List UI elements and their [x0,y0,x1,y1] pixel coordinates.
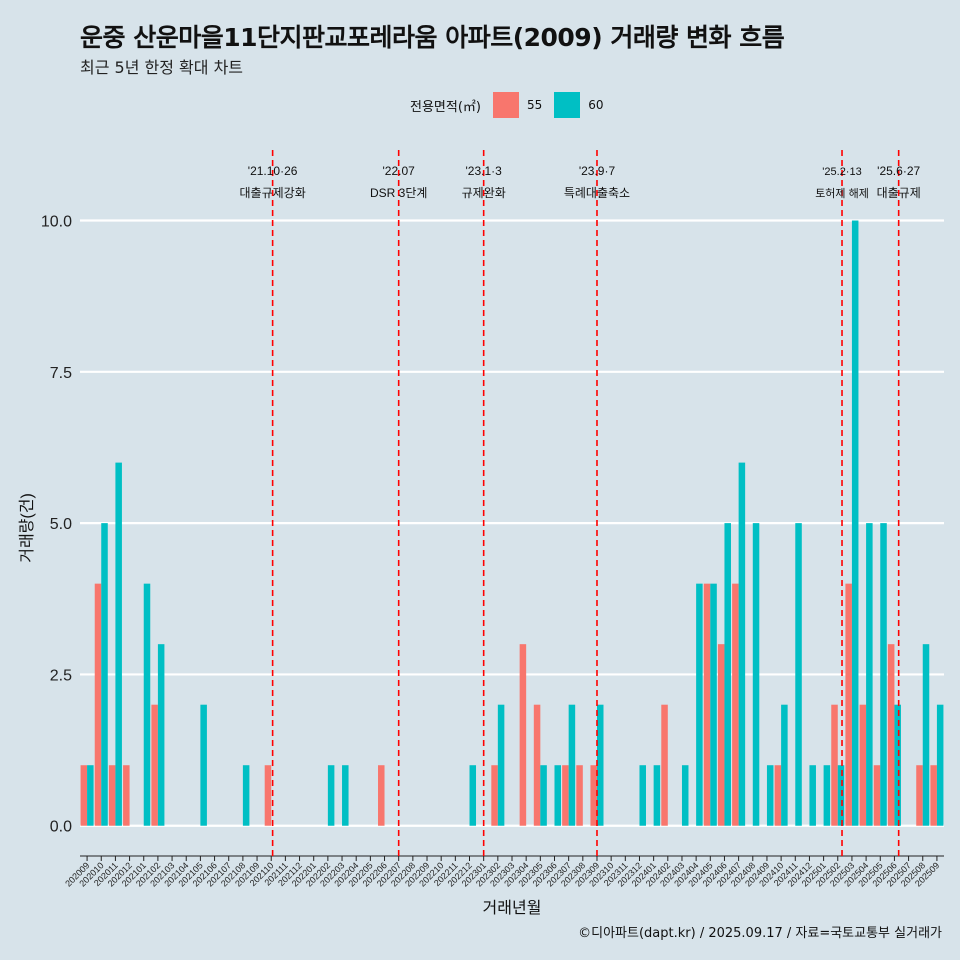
bar-60-202010 [101,523,108,826]
bar-55-202406 [717,644,725,826]
bar-60-202105 [200,704,207,826]
bar-60-202306 [554,765,562,826]
event-date-4: '23.9·7 [579,164,616,178]
bar-55-202410 [774,765,782,826]
bar-60-202102 [157,644,165,826]
bar-60-202302 [497,704,505,826]
bar-55-202505 [873,765,881,826]
bar-60-202501 [823,765,831,826]
bar-60-202309 [596,704,604,826]
bar-60-202202 [327,765,335,826]
bar-60-202009 [87,765,94,826]
bar-60-202508 [922,644,930,826]
bar-60-202506 [894,704,901,826]
bar-55-202503 [845,583,852,826]
event-label-5: 토허제 해제 [815,186,869,200]
bar-55-202506 [887,644,895,826]
bar-60-202212 [469,765,477,826]
bar-55-202010 [94,583,102,826]
legend-swatch-55 [492,92,519,118]
bar-55-202308 [576,765,583,826]
bar-55-202502 [831,704,838,826]
legend-label-55: 55 [526,98,543,112]
event-date-3: '23.1·3 [466,164,503,178]
bar-55-202206 [378,765,385,826]
y-tick-label: 0.0 [50,819,72,836]
y-axis-title: 거래량(건) [18,493,36,563]
event-label-2: DSR 3단계 [370,186,427,200]
event-date-1: '21.10·26 [248,164,298,178]
bar-60-202509 [936,704,944,826]
bar-55-202011 [108,765,116,826]
legend-item-60: 60 [554,92,604,118]
bar-60-202504 [866,523,873,826]
legend: 전용면적(㎡) 55 60 [410,92,604,118]
bar-60-202406 [724,523,731,826]
bar-60-202408 [752,523,760,826]
bar-60-202203 [342,765,349,826]
bar-60-202503 [851,220,859,826]
bar-60-202305 [540,765,547,826]
y-tick-label: 5.0 [50,516,72,533]
bar-60-202312 [639,765,646,826]
legend-swatch-60 [554,92,581,118]
event-label-6: 대출규제 [877,186,921,200]
bar-55-202009 [80,765,88,826]
bar-60-202502 [837,765,845,826]
bar-60-202409 [766,765,774,826]
chart-subtitle: 최근 5년 한정 확대 차트 [80,58,244,77]
y-tick-label: 2.5 [50,667,72,684]
event-date-6: '25.6·27 [877,164,920,178]
bar-55-202012 [123,765,130,826]
bar-55-202102 [151,704,158,826]
bar-55-202307 [562,765,569,826]
bar-55-202407 [732,583,739,826]
bar-55-202405 [703,583,711,826]
bar-60-202108 [242,765,250,826]
x-axis-title: 거래년월 [483,899,542,917]
bar-60-202307 [568,704,576,826]
bar-60-202403 [681,765,689,826]
y-tick-label: 7.5 [50,365,72,382]
bar-60-202505 [880,523,887,826]
bar-60-202401 [653,765,661,826]
bar-60-202407 [738,462,746,826]
bar-60-202101 [143,583,151,826]
bar-55-202508 [916,765,923,826]
source-caption: ©디아파트(dapt.kr) / 2025.09.17 / 자료=국토교통부 실… [578,926,942,941]
bar-60-202011 [115,462,122,826]
bar-55-202402 [661,704,668,826]
chart-title: 운중 산운마을11단지판교포레라움 아파트(2009) 거래량 변화 흐름 [80,23,785,52]
bar-55-202302 [491,765,498,826]
bar-55-202504 [859,704,867,826]
y-tick-label: 10.0 [41,214,72,231]
event-label-4: 특례대출축소 [564,186,630,200]
bar-60-202404 [696,583,703,826]
bar-55-202110 [264,765,272,826]
bar-60-202410 [781,704,788,826]
legend-item-55: 55 [492,92,543,118]
bar-55-202509 [930,765,937,826]
bar-55-202304 [519,644,527,826]
event-date-5: '25.2·13 [822,166,861,178]
bar-60-202412 [809,765,816,826]
bar-55-202305 [533,704,541,826]
event-label-3: 규제완화 [462,186,506,200]
bar-55-202309 [590,765,597,826]
event-label-1: 대출규제강화 [240,186,306,200]
bar-60-202411 [795,523,802,826]
event-date-2: '22.07 [383,164,416,178]
legend-title: 전용면적(㎡) [410,99,481,115]
bar-60-202405 [710,583,717,826]
legend-label-60: 60 [588,98,604,112]
